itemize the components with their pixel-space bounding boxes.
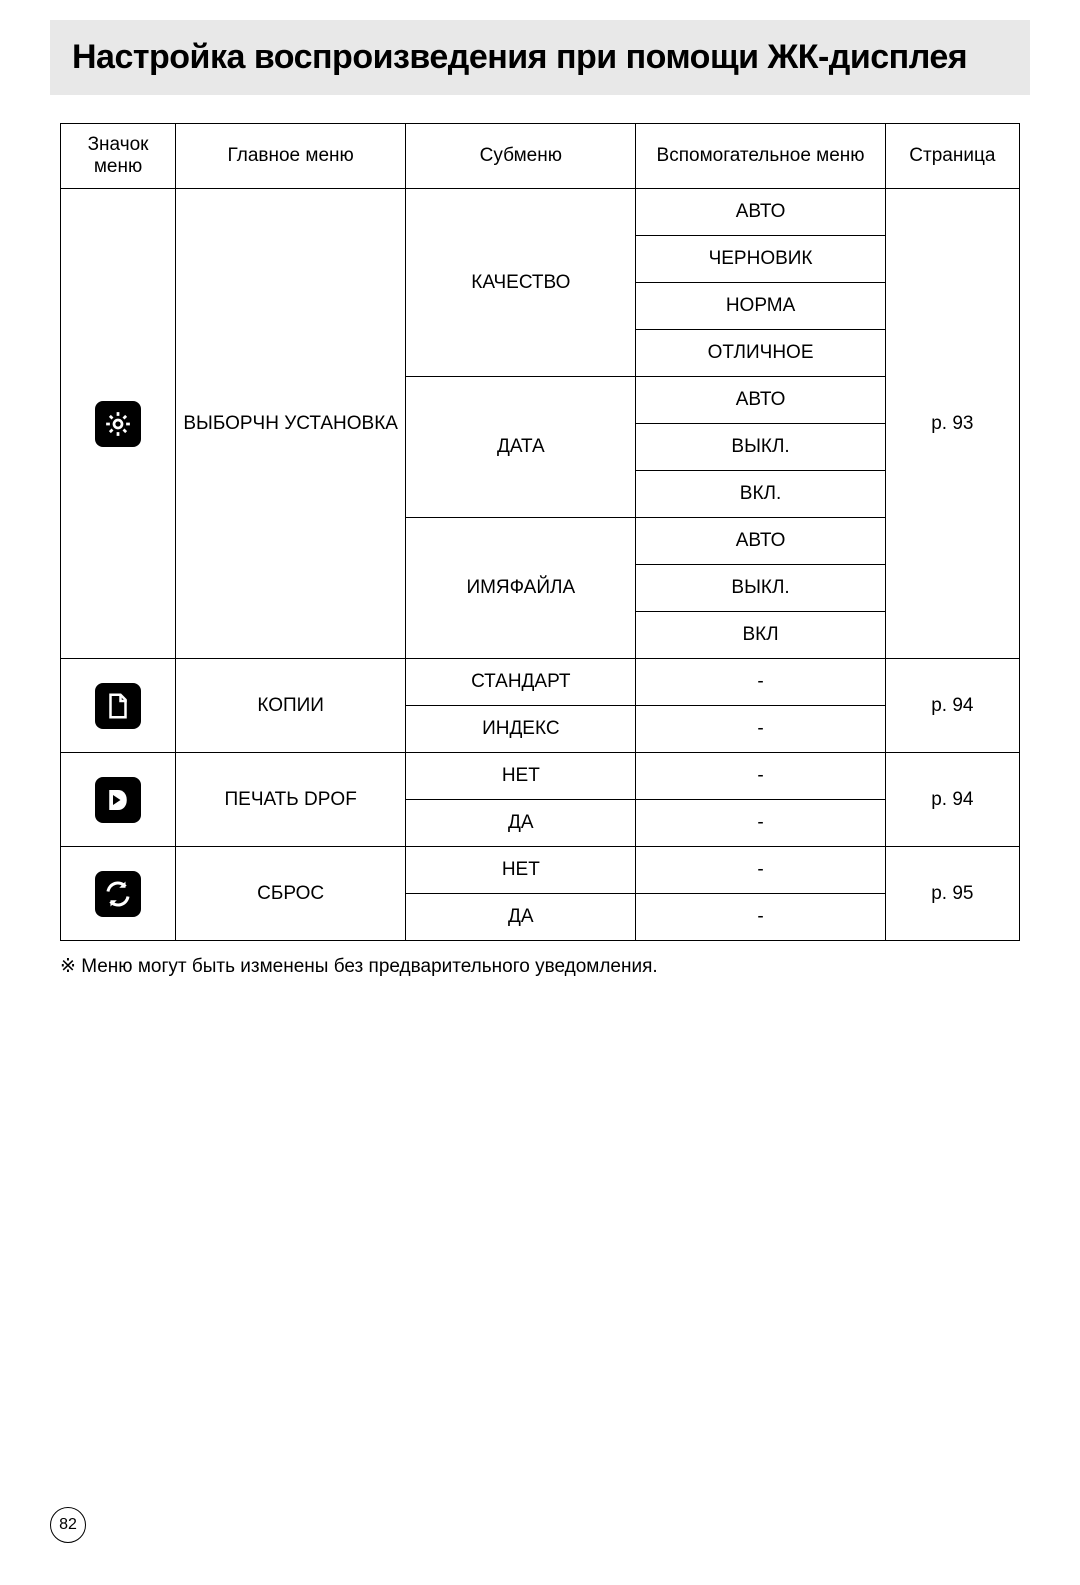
header-row: Значок меню Главное меню Субменю Вспомог… (61, 124, 1020, 189)
cell-main: КОПИИ (176, 659, 406, 753)
cell-page: p. 93 (885, 189, 1019, 659)
page-number: 82 (59, 1516, 77, 1534)
title-bar: Настройка воспроизведения при помощи ЖК-… (50, 20, 1030, 95)
cell-aux: АВТО (636, 189, 885, 236)
header-sub: Субменю (406, 124, 636, 189)
cell-icon (61, 659, 176, 753)
cell-sub: ДАТА (406, 377, 636, 518)
cell-aux: - (636, 659, 885, 706)
cell-aux: АВТО (636, 518, 885, 565)
cell-sub: СТАНДАРТ (406, 659, 636, 706)
table-body: ВЫБОРЧН УСТАНОВКАКАЧЕСТВОАВТОp. 93ЧЕРНОВ… (61, 189, 1020, 941)
cell-sub: ДА (406, 800, 636, 847)
cell-sub: КАЧЕСТВО (406, 189, 636, 377)
cell-sub: ДА (406, 894, 636, 941)
cell-aux: АВТО (636, 377, 885, 424)
cell-aux: - (636, 753, 885, 800)
cell-aux: ОТЛИЧНОЕ (636, 330, 885, 377)
page-title: Настройка воспроизведения при помощи ЖК-… (72, 38, 1008, 77)
cell-aux: ЧЕРНОВИК (636, 236, 885, 283)
cell-aux: - (636, 847, 885, 894)
cell-main: СБРОС (176, 847, 406, 941)
cell-page: p. 95 (885, 847, 1019, 941)
table-row: СБРОСНЕТ-p. 95 (61, 847, 1020, 894)
cell-icon (61, 847, 176, 941)
cell-aux: - (636, 800, 885, 847)
menu-table: Значок меню Главное меню Субменю Вспомог… (60, 123, 1020, 941)
cell-page: p. 94 (885, 753, 1019, 847)
header-page: Страница (885, 124, 1019, 189)
gear-icon (95, 401, 141, 447)
cell-icon (61, 753, 176, 847)
cell-sub: НЕТ (406, 847, 636, 894)
cell-sub: ИНДЕКС (406, 706, 636, 753)
copies-icon (95, 683, 141, 729)
header-icon: Значок меню (61, 124, 176, 189)
table-row: ВЫБОРЧН УСТАНОВКАКАЧЕСТВОАВТОp. 93 (61, 189, 1020, 236)
cell-aux: ВКЛ (636, 612, 885, 659)
header-main: Главное меню (176, 124, 406, 189)
table-wrap: Значок меню Главное меню Субменю Вспомог… (50, 123, 1030, 941)
cell-aux: НОРМА (636, 283, 885, 330)
cell-aux: ВЫКЛ. (636, 424, 885, 471)
cell-sub: НЕТ (406, 753, 636, 800)
cell-icon (61, 189, 176, 659)
cell-aux: - (636, 894, 885, 941)
cell-aux: ВКЛ. (636, 471, 885, 518)
cell-main: ПЕЧАТЬ DPOF (176, 753, 406, 847)
table-row: КОПИИСТАНДАРТ-p. 94 (61, 659, 1020, 706)
cell-sub: ИМЯФАЙЛА (406, 518, 636, 659)
header-aux: Вспомогательное меню (636, 124, 885, 189)
cell-aux: ВЫКЛ. (636, 565, 885, 612)
document-page: Настройка воспроизведения при помощи ЖК-… (0, 0, 1080, 1585)
page-number-badge: 82 (50, 1507, 86, 1543)
dpof-icon (95, 777, 141, 823)
cell-main: ВЫБОРЧН УСТАНОВКА (176, 189, 406, 659)
table-row: ПЕЧАТЬ DPOFНЕТ-p. 94 (61, 753, 1020, 800)
cell-page: p. 94 (885, 659, 1019, 753)
footnote: ※ Меню могут быть изменены без предварит… (50, 941, 1030, 978)
reset-icon (95, 871, 141, 917)
cell-aux: - (636, 706, 885, 753)
